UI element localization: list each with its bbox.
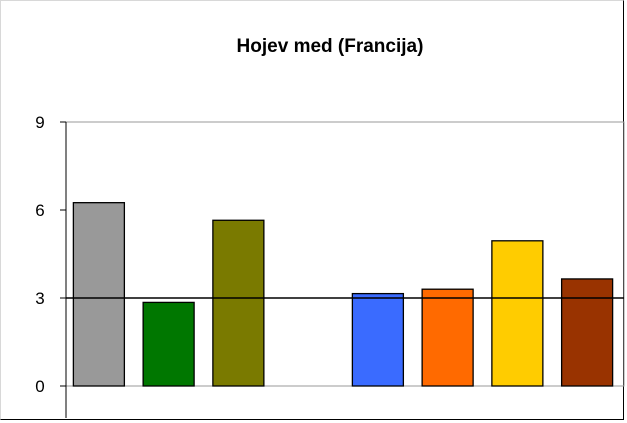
- y-tick-label: 3: [35, 289, 44, 308]
- bar: [212, 219, 265, 387]
- y-tick-label: 6: [35, 201, 44, 220]
- bar: [491, 240, 544, 387]
- bar: [351, 292, 405, 387]
- bar: [142, 301, 195, 387]
- y-tick-label: 9: [35, 113, 44, 132]
- bar: [421, 288, 474, 387]
- bar: [72, 202, 126, 387]
- y-tick-label: 0: [35, 377, 44, 396]
- bar: [560, 278, 614, 387]
- chart-title: Hojev med (Francija): [237, 36, 424, 57]
